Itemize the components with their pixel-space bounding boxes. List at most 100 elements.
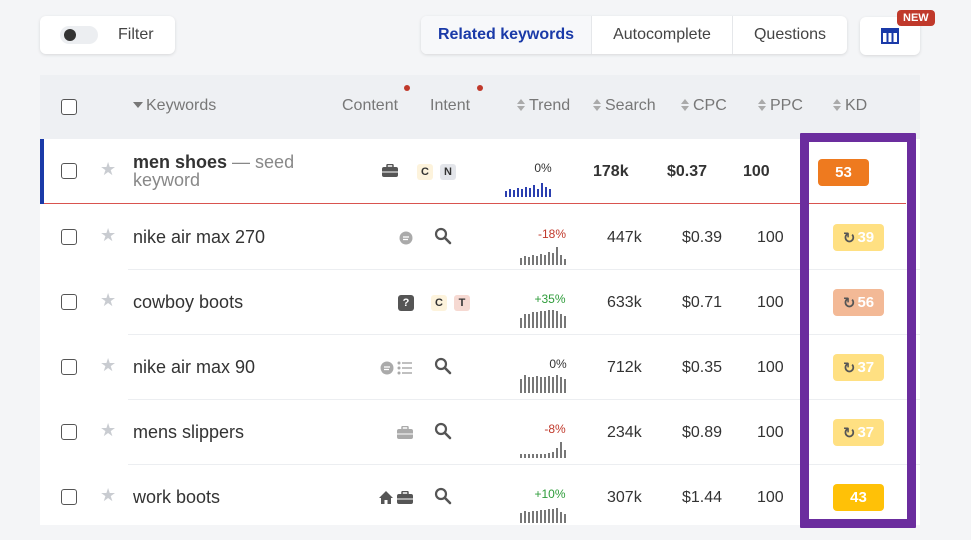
intent-tag-transactional: T [454, 295, 470, 311]
col-intent[interactable]: Intent [430, 97, 471, 114]
refresh-icon: ↻ [842, 294, 856, 312]
table-row[interactable]: ★ mens slippers -8% 234k $0.89 100 ↻ 37 [40, 400, 920, 465]
sparkline-bar [544, 311, 546, 328]
sparkline-bar [528, 454, 530, 458]
table-row[interactable]: ★ cowboy boots ? C T +35% 633k $0.71 100… [40, 270, 920, 335]
tab-related-keywords[interactable]: Related keywords [421, 16, 592, 54]
kd-value: 37 [857, 424, 875, 441]
sparkline-bar [564, 259, 566, 265]
filter-toggle-button[interactable]: Filter [40, 16, 175, 54]
star-icon[interactable]: ★ [100, 290, 117, 310]
trend-value: 0% [549, 357, 567, 371]
sparkline-bar [552, 253, 554, 265]
keyword-text[interactable]: mens slippers [133, 422, 245, 442]
sparkline-bar [520, 513, 522, 523]
sparkline-bar [532, 511, 534, 523]
row-checkbox[interactable] [61, 229, 77, 245]
kd-badge[interactable]: ↻ 37 [833, 419, 884, 446]
table-row[interactable]: ★ work boots +10% 307k $1.44 100 43 [40, 465, 920, 525]
keyword-cell[interactable]: men shoes — seed keyword [133, 153, 294, 189]
seed-accent [40, 139, 44, 204]
tab-autocomplete[interactable]: Autocomplete [592, 16, 733, 54]
sparkline-bar [528, 314, 530, 328]
kd-badge[interactable]: ↻ 37 [833, 354, 884, 381]
sparkline-bar [517, 188, 519, 197]
sparkline-bar [528, 257, 530, 265]
sparkline-bar [520, 454, 522, 458]
star-icon[interactable]: ★ [100, 420, 117, 440]
table-row[interactable]: ★ nike air max 270 -18% 447k $0.39 100 ↻… [40, 205, 920, 270]
keyword-text[interactable]: nike air max 270 [133, 227, 266, 247]
col-search[interactable]: Search [593, 97, 656, 115]
search-icon [434, 227, 452, 245]
select-all-checkbox[interactable] [61, 99, 77, 115]
sparkline-bar [529, 188, 531, 197]
sparkline-bar [540, 311, 542, 328]
table-row[interactable]: ★ men shoes — seed keyword C N 0% 178k $… [40, 139, 920, 204]
keyword-text[interactable]: cowboy boots [133, 292, 244, 312]
filter-label: Filter [118, 26, 154, 43]
kd-value: 39 [857, 229, 875, 246]
refresh-icon: ↻ [842, 359, 856, 377]
filter-toggle[interactable] [60, 26, 98, 44]
sparkline-bar [548, 310, 550, 328]
sparkline-bar [544, 510, 546, 523]
sparkline-bar [521, 189, 523, 197]
sort-icon [833, 99, 841, 111]
sparkline-bar [524, 454, 526, 458]
star-icon[interactable]: ★ [100, 355, 117, 375]
col-content[interactable]: Content [342, 97, 399, 114]
col-trend[interactable]: Trend [517, 97, 570, 115]
sparkline-bar [552, 509, 554, 523]
kd-value: 56 [857, 294, 875, 311]
sort-desc-icon [133, 102, 143, 108]
sparkline-bar [540, 454, 542, 458]
tab-questions[interactable]: Questions [753, 26, 827, 43]
search-icon [434, 357, 452, 375]
row-checkbox[interactable] [61, 294, 77, 310]
table-row[interactable]: ★ nike air max 90 0% 712k $0.35 100 ↻ 37 [40, 335, 920, 400]
col-kd[interactable]: KD [833, 97, 867, 115]
briefcase-icon [382, 164, 398, 177]
cpc-value: $0.35 [682, 359, 723, 376]
sparkline-bar [536, 256, 538, 265]
sparkline-bar [524, 511, 526, 523]
sparkline-bar [548, 509, 550, 523]
star-icon[interactable]: ★ [100, 485, 117, 505]
row-checkbox[interactable] [61, 163, 77, 179]
star-icon[interactable]: ★ [100, 225, 117, 245]
col-ppc[interactable]: PPC [758, 97, 803, 115]
trend-sparkline [520, 503, 566, 523]
keyword-text[interactable]: work boots [133, 487, 221, 507]
sparkline-bar [533, 185, 535, 197]
row-checkbox[interactable] [61, 424, 77, 440]
sort-icon [517, 99, 525, 111]
intent-dot-icon [477, 85, 483, 91]
row-divider [128, 269, 920, 270]
row-checkbox[interactable] [61, 489, 77, 505]
row-checkbox[interactable] [61, 359, 77, 375]
sparkline-bar [536, 312, 538, 328]
col-keywords[interactable]: Keywords [133, 97, 216, 115]
question-icon: ? [398, 295, 414, 311]
chat-icon [399, 231, 413, 245]
kd-badge[interactable]: 43 [833, 484, 884, 511]
ppc-value: 100 [757, 294, 784, 311]
col-cpc[interactable]: CPC [681, 97, 727, 115]
search-volume: 447k [607, 229, 642, 246]
search-volume: 633k [607, 294, 642, 311]
ppc-value: 100 [743, 163, 770, 180]
intent-tag-navigational: N [440, 164, 456, 180]
sparkline-bar [532, 454, 534, 458]
content-dot-icon [404, 85, 410, 91]
kd-badge[interactable]: ↻ 56 [833, 289, 884, 316]
star-icon[interactable]: ★ [100, 159, 117, 179]
row-divider [128, 464, 920, 465]
sparkline-bar [505, 191, 507, 197]
kd-badge[interactable]: ↻ 39 [833, 224, 884, 251]
kd-badge[interactable]: 53 [818, 159, 869, 186]
sparkline-bar [520, 258, 522, 265]
keyword-text[interactable]: nike air max 90 [133, 357, 256, 377]
sparkline-bar [528, 377, 530, 393]
sparkline-bar [552, 452, 554, 458]
